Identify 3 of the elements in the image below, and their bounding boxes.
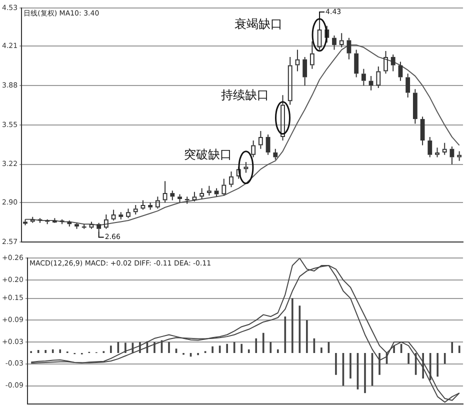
annotation: 突破缺口 [184, 148, 232, 162]
annotation: 衰竭缺口 [234, 16, 283, 31]
annotation: 持续缺口 [220, 88, 269, 102]
